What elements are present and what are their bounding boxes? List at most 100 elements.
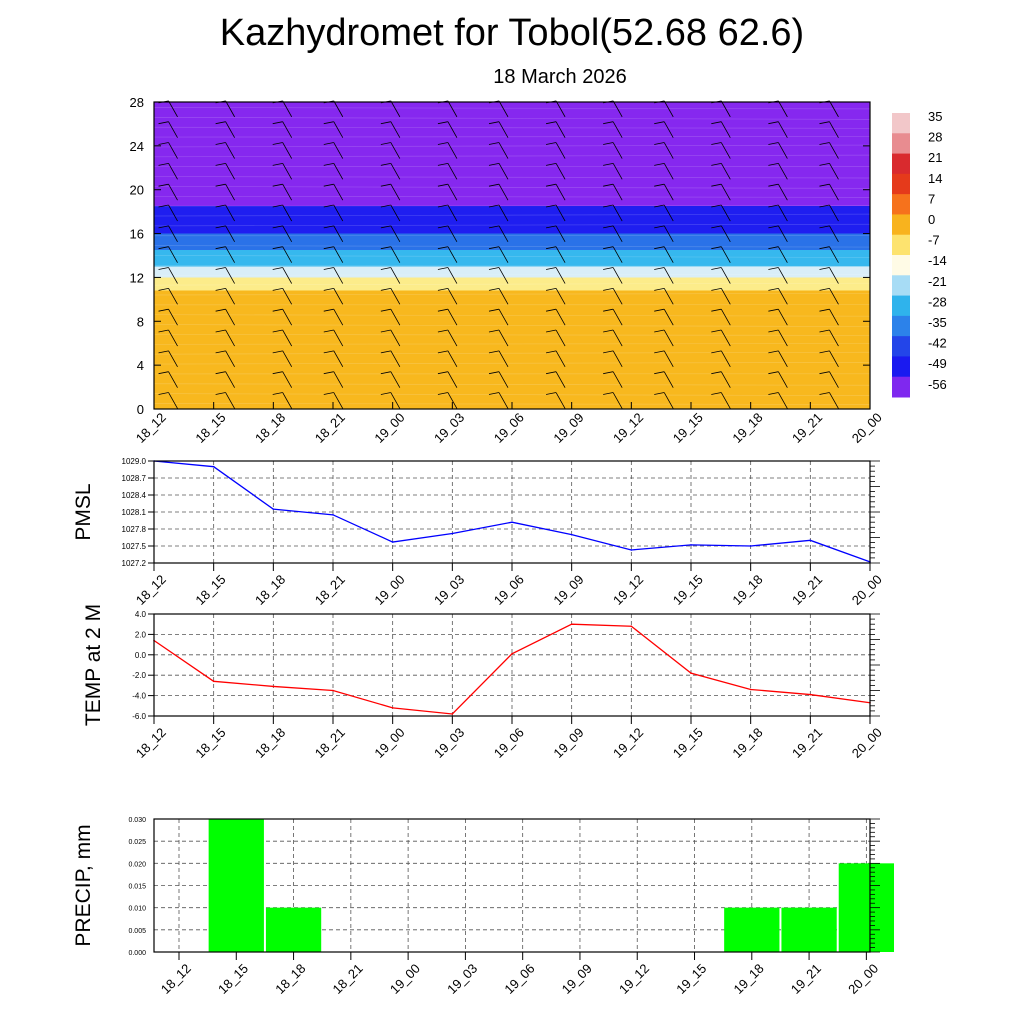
wind-barb (711, 392, 722, 395)
wind-barb (498, 308, 509, 326)
wind-barb (215, 246, 226, 250)
wind-barb (545, 308, 557, 312)
wind-barb (819, 225, 830, 229)
wind-barb (498, 142, 509, 159)
wind-barb (829, 163, 839, 180)
wind-barb (720, 267, 731, 284)
wind-barb (612, 163, 623, 180)
precip-bar (781, 907, 837, 952)
x-tick-label: 18_18 (252, 572, 288, 608)
wind-barb (447, 184, 458, 201)
wind-barb (437, 350, 449, 354)
wind-barb (612, 350, 623, 368)
panel-y-axis-label: PRECIP, mm (72, 824, 95, 946)
wind-barb (778, 121, 788, 138)
wind-barb (829, 184, 839, 201)
temperature-contour (153, 334, 871, 336)
wind-barb (282, 392, 293, 409)
wind-barb (272, 350, 283, 354)
wind-barb (272, 371, 283, 375)
wind-barb (498, 267, 509, 284)
data-point (391, 541, 394, 543)
x-tick-label: 20_00 (849, 725, 885, 761)
wind-barb (168, 121, 178, 138)
wind-barb (323, 204, 334, 208)
wind-barb (711, 204, 722, 208)
wind-barb (819, 392, 830, 395)
heatmap-y-tick-label: 24 (130, 139, 144, 154)
colorbar-segment (892, 234, 910, 256)
wind-barb (282, 329, 293, 347)
wind-barb (768, 392, 779, 395)
wind-barb (545, 329, 557, 333)
wind-barb (711, 350, 722, 354)
wind-barb (555, 371, 566, 388)
wind-barb (215, 267, 226, 270)
wind-barb (158, 162, 169, 166)
wind-barb (720, 121, 731, 138)
wind-barb (545, 371, 557, 375)
wind-barb (488, 287, 500, 291)
wind-barb (663, 246, 674, 263)
x-tick-label: 18_15 (192, 572, 228, 608)
wind-barb (333, 288, 344, 305)
wind-barb (390, 121, 401, 138)
wind-barb (555, 204, 566, 222)
colorbar-label: 28 (928, 130, 942, 145)
wind-barb (390, 225, 401, 243)
wind-barb (447, 246, 458, 263)
wind-barb (778, 184, 788, 201)
x-tick-label: 19_12 (616, 961, 652, 997)
wind-barb (555, 288, 566, 305)
wind-barb (768, 162, 779, 166)
wind-barb (488, 329, 500, 333)
wind-barb (215, 392, 226, 395)
wind-barb (282, 371, 293, 388)
wind-barb (768, 142, 779, 145)
y-tick-label: -2.0 (132, 671, 146, 680)
wind-barb (380, 392, 391, 395)
wind-barb (778, 225, 788, 243)
wind-barb (272, 329, 283, 333)
colorbar-segment (892, 275, 910, 297)
wind-barb (720, 371, 731, 388)
wind-barb (323, 392, 334, 395)
wind-barb (390, 267, 401, 284)
data-point (332, 689, 334, 692)
wind-barb (488, 350, 500, 354)
wind-barb (272, 204, 283, 208)
wind-barb (225, 121, 235, 138)
wind-barb (488, 246, 500, 250)
wind-barb (663, 392, 674, 409)
heatmap-x-tick-label: 19_09 (550, 410, 586, 446)
wind-barb (323, 225, 334, 229)
wind-barb (158, 371, 169, 375)
x-tick-label: 19_18 (729, 725, 765, 761)
wind-barb (654, 392, 665, 395)
wind-barb (225, 371, 235, 388)
y-tick-label: 0.015 (128, 884, 146, 891)
wind-barb (225, 246, 235, 263)
heatmap-x-tick-label: 20_00 (849, 410, 885, 446)
y-tick-label: 0.000 (128, 950, 146, 957)
wind-barb (488, 308, 500, 312)
wind-barb (663, 163, 674, 180)
wind-barb (498, 329, 509, 347)
wind-barb (225, 392, 235, 409)
wind-barb (663, 267, 674, 284)
wind-barb (168, 246, 178, 263)
wind-barb (215, 350, 226, 354)
wind-barb (380, 121, 391, 125)
wind-barb (663, 100, 674, 118)
panel-y-axis-label: PMSL (72, 483, 95, 540)
wind-barb (612, 142, 623, 159)
wind-barb (545, 225, 557, 229)
wind-barb (663, 121, 674, 138)
wind-barb (498, 100, 509, 118)
wind-barb (447, 308, 458, 326)
wind-barb (158, 246, 169, 250)
data-point (809, 539, 812, 542)
wind-barb (545, 267, 557, 270)
wind-barb (720, 392, 731, 409)
wind-barb (545, 204, 557, 208)
